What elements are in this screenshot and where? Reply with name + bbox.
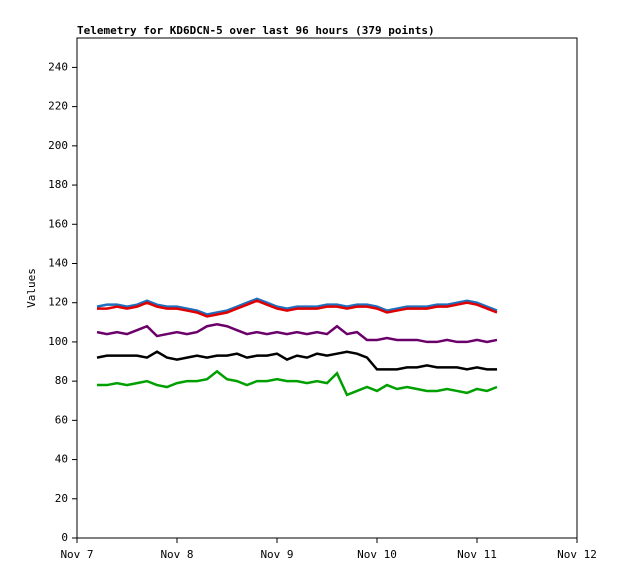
- x-tick-label: Nov 9: [260, 548, 293, 561]
- series-line: [96, 323, 498, 344]
- y-axis-label: Values: [25, 268, 38, 308]
- series-line: [96, 297, 498, 316]
- y-tick-label: 200: [48, 139, 68, 152]
- series-line: [96, 350, 497, 371]
- series-line: [97, 369, 498, 397]
- y-tick-label: 100: [48, 335, 68, 348]
- y-tick-label: 220: [48, 100, 68, 113]
- y-tick-label: 80: [55, 374, 68, 387]
- plot-frame: [76, 37, 578, 539]
- y-tick-label: 120: [48, 296, 68, 309]
- y-tick-label: 40: [55, 453, 68, 466]
- series-line: [97, 299, 498, 318]
- chart-title: Telemetry for KD6DCN-5 over last 96 hour…: [77, 24, 435, 37]
- x-tick-label: Nov 8: [160, 548, 193, 561]
- y-tick-label: 160: [48, 217, 68, 230]
- y-tick-label: 140: [48, 256, 68, 269]
- x-tick-label: Nov 11: [457, 548, 497, 561]
- x-tick-label: Nov 10: [357, 548, 397, 561]
- y-tick-label: 60: [55, 413, 68, 426]
- y-tick-label: 0: [61, 531, 68, 544]
- y-tick-label: 180: [48, 178, 68, 191]
- y-tick-label: 240: [48, 60, 68, 73]
- x-tick-label: Nov 12: [557, 548, 597, 561]
- x-tick-label: Nov 7: [60, 548, 93, 561]
- y-tick-label: 20: [55, 492, 68, 505]
